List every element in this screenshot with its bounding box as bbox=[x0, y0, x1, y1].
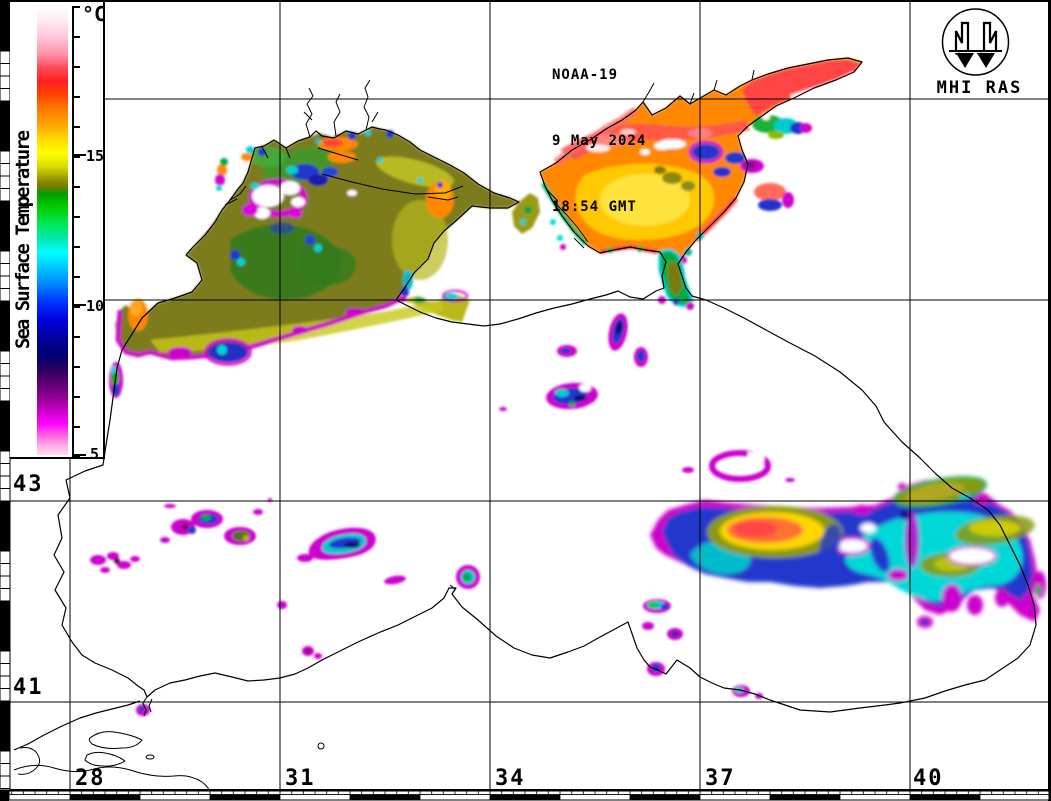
west-coastline bbox=[53, 188, 239, 698]
colorbar-major-ticks bbox=[72, 154, 86, 458]
estuary-rivers bbox=[224, 79, 379, 206]
azov-spits bbox=[642, 69, 755, 105]
tendra-spit bbox=[317, 147, 464, 201]
lat-label-43: 43 bbox=[13, 472, 44, 497]
main-coastline bbox=[146, 57, 1037, 713]
lon-label-40: 40 bbox=[913, 766, 944, 791]
colorbar-tick-label-15: 15 bbox=[86, 147, 105, 165]
colorbar-panel: Sea Surface Temperature °C 15 10 5 bbox=[10, 2, 107, 463]
bosphorus-strait bbox=[142, 696, 153, 717]
logo-box: MHI RAS bbox=[911, 2, 1048, 98]
logo-label: MHI RAS bbox=[936, 78, 1023, 98]
sinop-cape bbox=[449, 584, 456, 595]
observation-date: 9 May 2024 bbox=[552, 133, 647, 149]
colorbar-gradient bbox=[37, 5, 68, 455]
lon-label-31: 31 bbox=[285, 766, 316, 791]
latitude-ruler bbox=[0, 0, 11, 791]
marmara-coast bbox=[13, 731, 211, 797]
lon-label-37: 37 bbox=[705, 766, 736, 791]
lat-label-41: 41 bbox=[13, 675, 44, 700]
inland-lake bbox=[317, 742, 325, 750]
mhi-logo-icon bbox=[941, 8, 1010, 76]
colorbar-tick-label-5: 5 bbox=[90, 445, 100, 463]
thrace-coast bbox=[13, 700, 141, 751]
satellite-name: NOAA-19 bbox=[552, 67, 619, 83]
longitude-ruler bbox=[8, 790, 1050, 801]
colorbar-title: Sea Surface Temperature bbox=[12, 131, 34, 349]
marmara-island bbox=[145, 754, 155, 760]
scattered-sst-patches bbox=[90, 313, 795, 716]
colorbar-tick-label-10: 10 bbox=[86, 297, 105, 315]
lon-label-28: 28 bbox=[75, 766, 106, 791]
sivash-lagoon bbox=[545, 188, 589, 249]
observation-time: 18:54 GMT bbox=[552, 199, 637, 215]
info-box: NOAA-19 9 May 2024 18:54 GMT bbox=[552, 20, 646, 240]
colorbar-unit-label: °C bbox=[82, 2, 107, 26]
azov-sea-sst bbox=[540, 58, 862, 310]
coastlines bbox=[13, 57, 1037, 797]
lon-label-34: 34 bbox=[495, 766, 526, 791]
map-background bbox=[10, 2, 1049, 790]
east-basin-sst bbox=[650, 476, 1046, 628]
